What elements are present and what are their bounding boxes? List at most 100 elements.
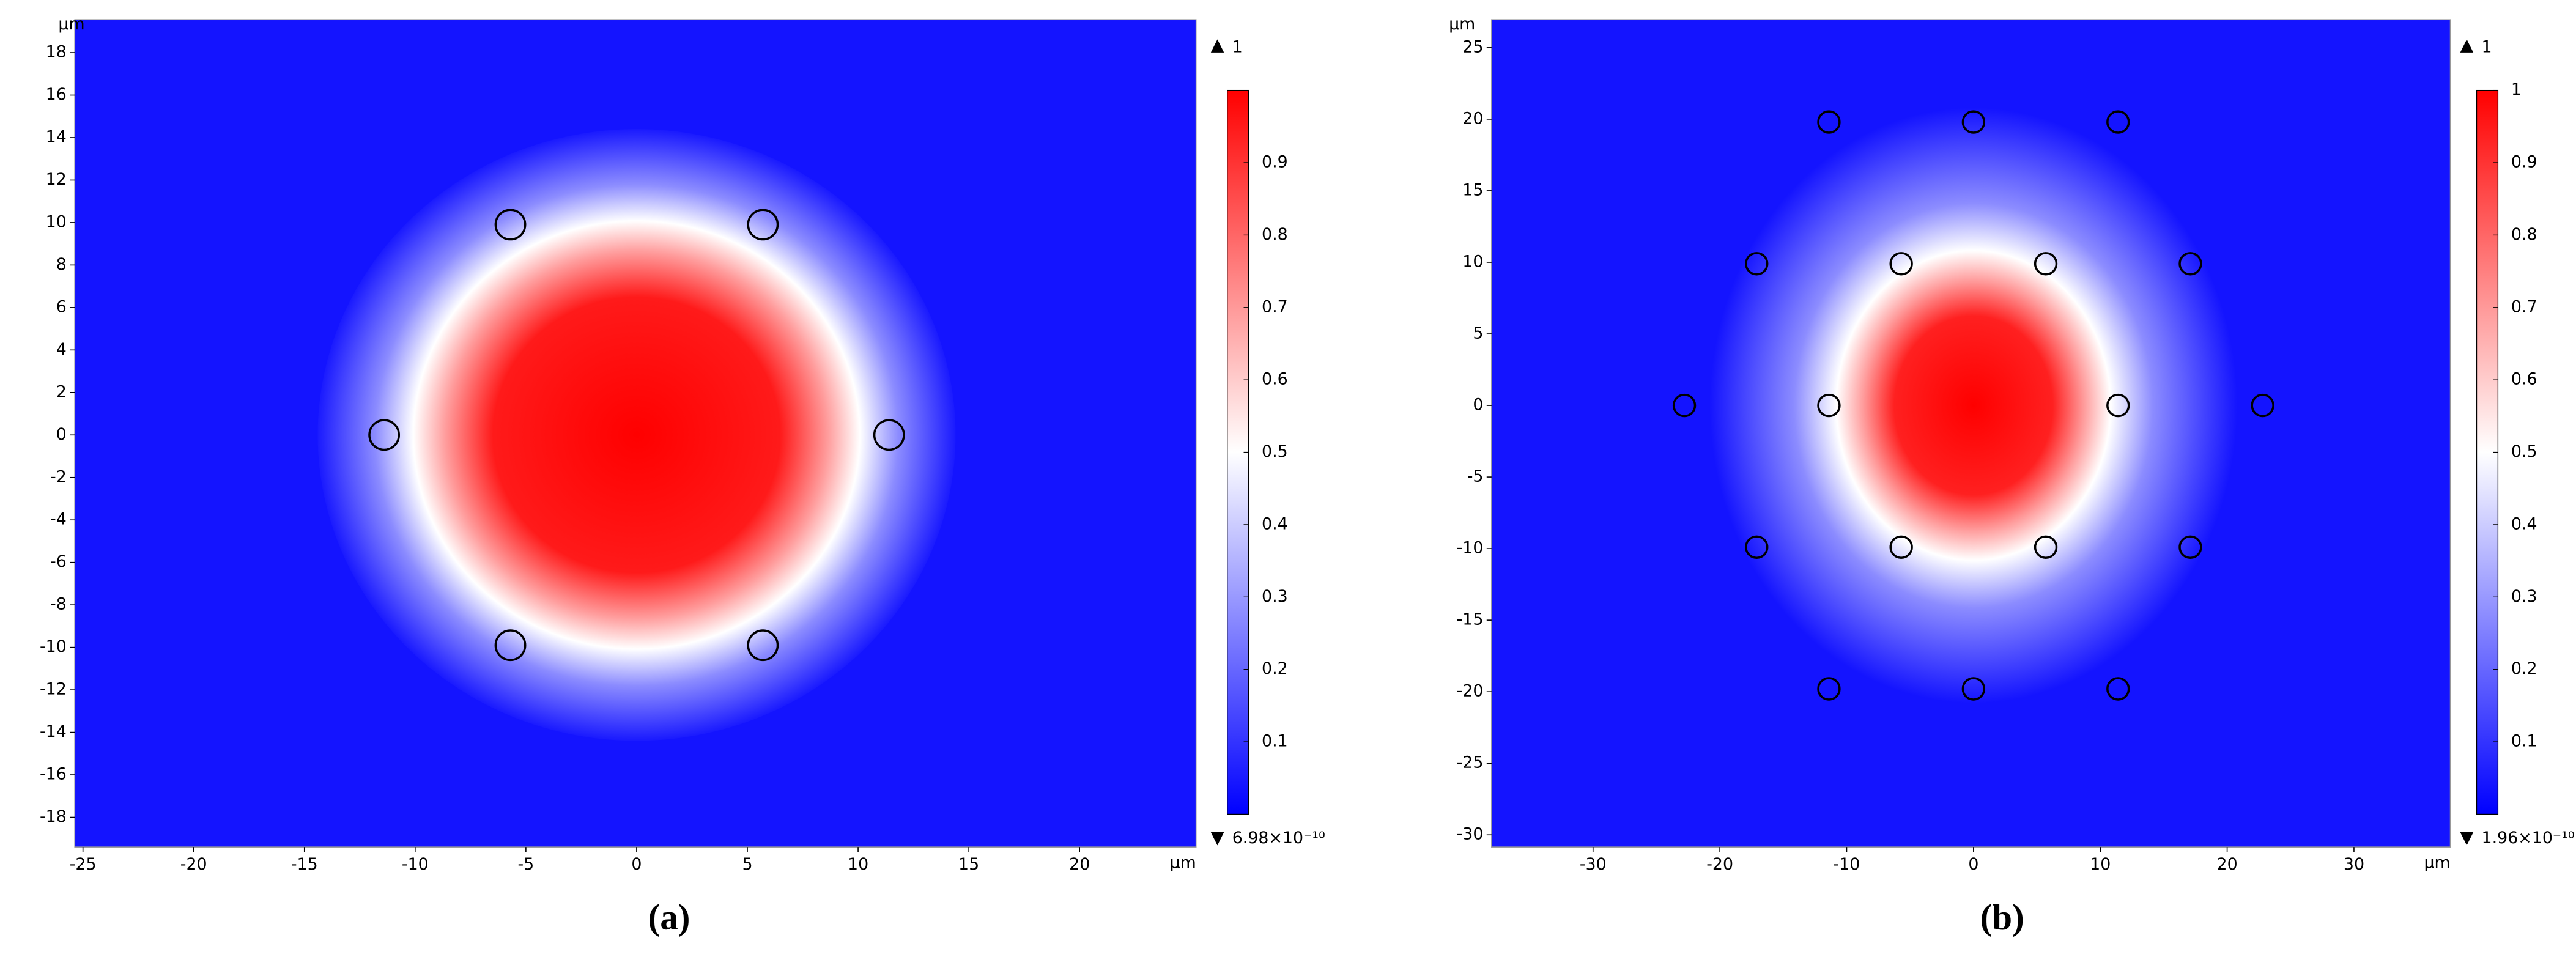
hole xyxy=(1889,535,1913,559)
x-tick-label: -5 xyxy=(518,855,535,874)
x-tick-label: 20 xyxy=(2217,855,2238,874)
y-axis-unit: μm xyxy=(1449,15,1475,34)
x-tick-label: 5 xyxy=(742,855,752,874)
hole xyxy=(494,629,527,662)
colorbar-min-label: 6.98×10⁻¹⁰ xyxy=(1232,829,1325,848)
hole xyxy=(747,629,779,662)
y-tick-label: 10 xyxy=(1462,252,1483,271)
x-tick-label: 30 xyxy=(2344,855,2364,874)
y-tick-label: 8 xyxy=(56,255,67,274)
hole xyxy=(2106,393,2130,418)
max-marker xyxy=(1210,39,1224,53)
y-tick-label: 18 xyxy=(46,43,67,62)
x-tick-label: 20 xyxy=(1069,855,1090,874)
hole xyxy=(494,209,527,241)
y-axis-unit: μm xyxy=(58,15,84,34)
y-tick-label: -5 xyxy=(1467,467,1484,486)
x-tick-label: -15 xyxy=(291,855,318,874)
y-tick-label: -25 xyxy=(1457,753,1484,772)
y-tick-label: -10 xyxy=(40,637,67,656)
hole xyxy=(368,419,401,451)
x-tick-label: -30 xyxy=(1580,855,1607,874)
colorbar-tick-label: 1 xyxy=(2511,80,2522,99)
panel-label: (a) xyxy=(648,896,690,937)
y-tick-label: -4 xyxy=(50,510,67,529)
y-tick-label: 6 xyxy=(56,297,67,316)
colorbar-tick-label: 0.6 xyxy=(2511,370,2537,389)
hole xyxy=(747,209,779,241)
hole xyxy=(2106,677,2130,701)
x-tick-label: -10 xyxy=(1834,855,1860,874)
colorbar-max-label: 1 xyxy=(2482,37,2492,56)
x-tick-label: 10 xyxy=(2090,855,2111,874)
colorbar-tick-label: 0.4 xyxy=(1262,514,1288,533)
y-tick-label: 2 xyxy=(56,382,67,401)
colorbar-tick-label: 0.3 xyxy=(2511,587,2537,606)
y-tick-label: 20 xyxy=(1462,109,1483,128)
colorbar-tick-label: 0.9 xyxy=(1262,153,1288,172)
x-tick-label: -25 xyxy=(70,855,97,874)
hole xyxy=(1961,110,1986,134)
max-marker xyxy=(2460,39,2474,53)
x-tick-label: 15 xyxy=(958,855,979,874)
colorbar-tick-label: 0.7 xyxy=(1262,297,1288,316)
y-tick-label: -18 xyxy=(40,807,67,826)
colorbar-tick-label: 0.7 xyxy=(2511,297,2537,316)
hole xyxy=(873,419,905,451)
y-tick-label: 14 xyxy=(46,127,67,146)
hole xyxy=(2251,393,2274,418)
colorbar-tick-label: 0.4 xyxy=(2511,514,2537,533)
colorbar-tick-label: 0.6 xyxy=(1262,370,1288,389)
y-tick-label: -30 xyxy=(1457,825,1484,844)
x-axis-unit: μm xyxy=(1170,853,1196,872)
y-tick-label: 25 xyxy=(1462,37,1483,56)
hole xyxy=(2106,110,2130,134)
x-tick-label: 0 xyxy=(1968,855,1978,874)
y-tick-label: -2 xyxy=(50,467,67,486)
y-tick-label: 0 xyxy=(1473,396,1483,415)
hole xyxy=(1817,677,1841,701)
hole xyxy=(1672,393,1697,418)
hole xyxy=(1817,393,1841,418)
y-tick-label: 10 xyxy=(46,212,67,231)
colorbar-tick-label: 0.5 xyxy=(1262,442,1288,461)
hole xyxy=(1745,252,1769,276)
hole xyxy=(1961,677,1986,701)
y-tick-label: 16 xyxy=(46,85,67,104)
y-tick-label: 12 xyxy=(46,170,67,189)
plot-frame xyxy=(1491,19,2451,848)
hole xyxy=(1889,252,1913,276)
x-tick-label: 10 xyxy=(848,855,868,874)
hole xyxy=(1817,110,1841,134)
colorbar-tick-label: 0.8 xyxy=(1262,225,1288,244)
y-tick-label: -15 xyxy=(1457,610,1484,629)
plot-frame xyxy=(74,19,1197,848)
y-tick-label: -12 xyxy=(40,680,67,699)
colorbar-tick-label: 0.9 xyxy=(2511,153,2537,172)
hole xyxy=(2034,535,2058,559)
y-tick-label: -10 xyxy=(1457,539,1484,558)
colorbar-tick-label: 0.2 xyxy=(2511,659,2537,678)
field-mode xyxy=(317,129,956,741)
colorbar-max-label: 1 xyxy=(1232,37,1243,56)
y-tick-label: -16 xyxy=(40,765,67,784)
colorbar-min-label: 1.96×10⁻¹⁰ xyxy=(2482,829,2575,848)
hole xyxy=(2178,252,2202,276)
y-tick-label: -6 xyxy=(50,552,67,571)
y-tick-label: 4 xyxy=(56,340,67,359)
x-tick-label: 0 xyxy=(631,855,642,874)
colorbar-tick-label: 0.2 xyxy=(1262,659,1288,678)
colorbar-tick-label: 0.5 xyxy=(2511,442,2537,461)
y-tick-label: -8 xyxy=(50,595,67,614)
y-tick-label: 15 xyxy=(1462,180,1483,199)
colorbar-tick-label: 0.1 xyxy=(1262,732,1288,751)
colorbar-tick-label: 0.1 xyxy=(2511,732,2537,751)
min-marker xyxy=(1210,832,1224,846)
x-tick-label: -10 xyxy=(402,855,429,874)
hole xyxy=(1745,535,1769,559)
hole xyxy=(2034,252,2058,276)
x-axis-unit: μm xyxy=(2424,853,2450,872)
x-tick-label: -20 xyxy=(1706,855,1733,874)
min-marker xyxy=(2460,832,2474,846)
